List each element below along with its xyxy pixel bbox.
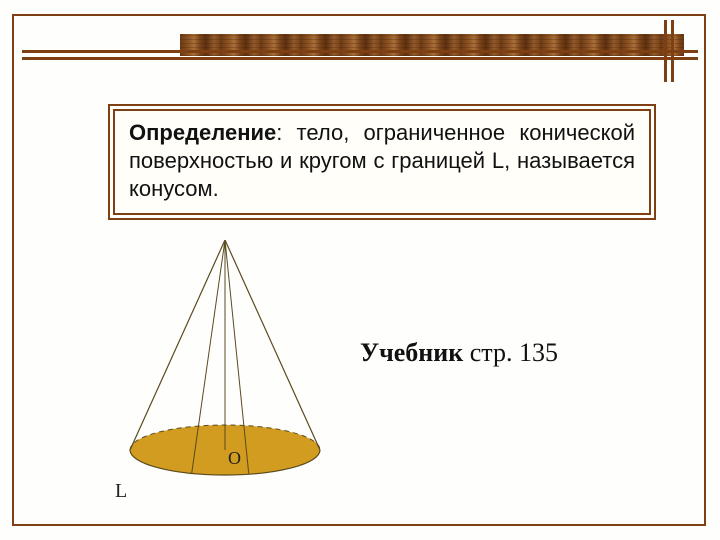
definition-box-inner: Определение: тело, ограниченное коническ… <box>113 109 651 215</box>
horizontal-rule-1 <box>22 50 698 53</box>
ref-rest: стр. 135 <box>463 338 558 367</box>
slide: Определение: тело, ограниченное коническ… <box>0 0 720 540</box>
horizontal-rule-2 <box>22 57 698 60</box>
definition-box: Определение: тело, ограниченное коническ… <box>108 104 656 220</box>
svg-text:O: O <box>228 448 241 468</box>
textbook-reference: Учебник стр. 135 <box>360 338 660 368</box>
definition-lead: Определение <box>129 120 276 145</box>
vertical-rule-2 <box>671 20 674 82</box>
cone-svg: O <box>110 240 340 510</box>
boundary-label-L: L <box>115 480 127 503</box>
ref-bold: Учебник <box>360 338 463 367</box>
cone-figure: O <box>110 240 340 510</box>
vertical-rule-1 <box>664 20 667 82</box>
definition-text: Определение: тело, ограниченное коническ… <box>129 119 635 203</box>
